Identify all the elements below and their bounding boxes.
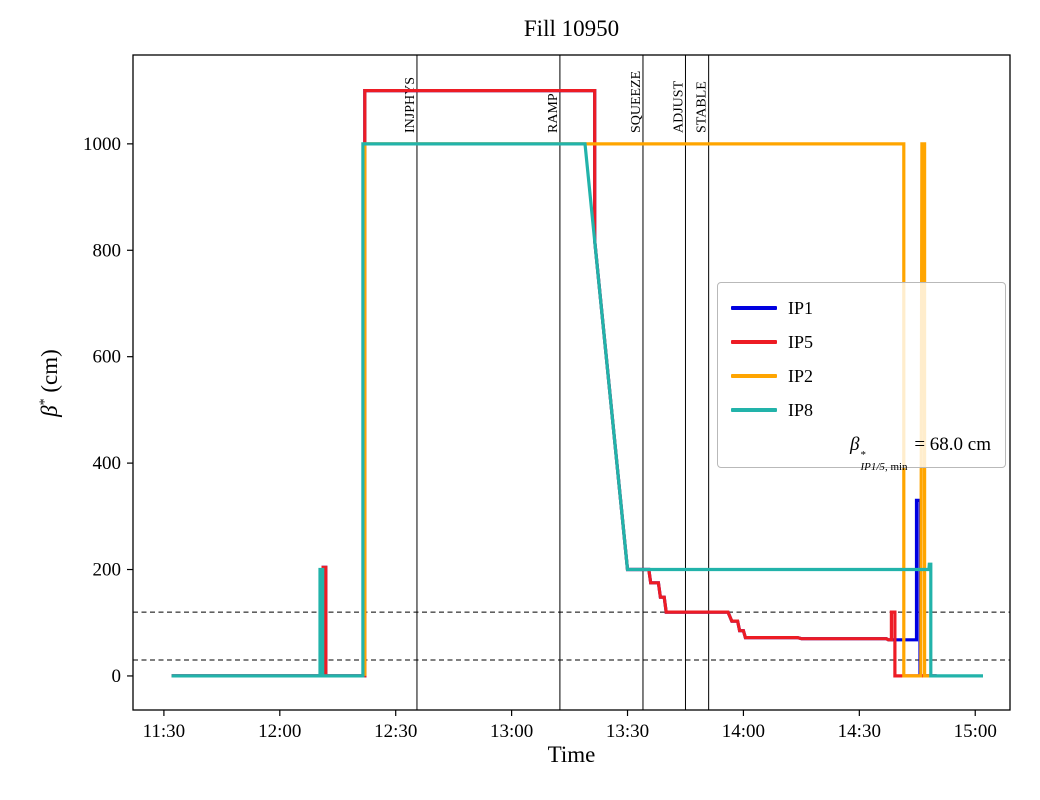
legend-annotation-beta-min: β * IP1/5, min = 68.0 cm	[718, 427, 1005, 473]
chart-title: Fill 10950	[523, 16, 620, 41]
x-axis-label: Time	[547, 742, 596, 767]
legend-swatch-ip8	[731, 408, 777, 412]
legend-entry-ip5: IP5	[718, 325, 1005, 359]
x-tick-label-14-00: 14:00	[722, 721, 765, 742]
legend-swatch-ip1	[731, 306, 777, 310]
x-tick-label-13-00: 13:00	[490, 721, 533, 742]
beta-symbol: β	[37, 405, 62, 417]
x-tick-label-11-30: 11:30	[143, 721, 186, 742]
beam-mode-label-squeeze: SQUEEZE	[629, 71, 644, 133]
beta-star: *	[37, 398, 53, 406]
x-tick-label-12-30: 12:30	[374, 721, 417, 742]
legend-swatch-ip2	[731, 374, 777, 378]
y-tick-label-800: 800	[93, 240, 122, 261]
legend-swatch-ip5	[731, 340, 777, 344]
annotation-beta-symbol: β	[850, 434, 860, 455]
beam-mode-label-injphys: INJPHYS	[403, 77, 418, 133]
plot-frame	[132, 54, 1011, 711]
legend-entry-ip1: IP1	[718, 291, 1005, 325]
y-tick-label-200: 200	[93, 560, 122, 581]
y-tick-label-600: 600	[93, 347, 122, 368]
y-axis-unit: (cm)	[37, 349, 62, 399]
x-tick-label-13-30: 13:30	[606, 721, 649, 742]
x-tick-label-15-00: 15:00	[954, 721, 997, 742]
series-ip8	[171, 142, 983, 678]
legend: IP1 IP5 IP2 IP8 β * IP1/5, min = 68.0 cm	[717, 282, 1006, 473]
annotation-sub: IP1/5, min	[860, 461, 908, 474]
legend-entry-ip8: IP8	[718, 393, 1005, 427]
y-tick-label-400: 400	[93, 453, 122, 474]
legend-label-ip8: IP8	[788, 399, 814, 420]
legend-label-ip1: IP1	[788, 297, 814, 318]
annotation-sup: *	[860, 449, 866, 461]
y-axis-label: β* (cm)	[37, 283, 67, 483]
beam-mode-label-stable: STABLE	[695, 81, 710, 133]
annotation-supsub: * IP1/5, min	[860, 449, 907, 473]
beam-mode-label-adjust: ADJUST	[671, 80, 686, 133]
annotation-value: = 68.0 cm	[909, 434, 991, 455]
y-tick-label-1000: 1000	[83, 134, 121, 155]
legend-entry-ip2: IP2	[718, 359, 1005, 393]
legend-label-ip5: IP5	[788, 331, 814, 352]
y-tick-label-0: 0	[112, 666, 122, 687]
legend-label-ip2: IP2	[788, 365, 814, 386]
beam-mode-label-ramp: RAMP	[546, 93, 561, 133]
x-tick-label-12-00: 12:00	[258, 721, 301, 742]
x-tick-label-14-30: 14:30	[838, 721, 881, 742]
